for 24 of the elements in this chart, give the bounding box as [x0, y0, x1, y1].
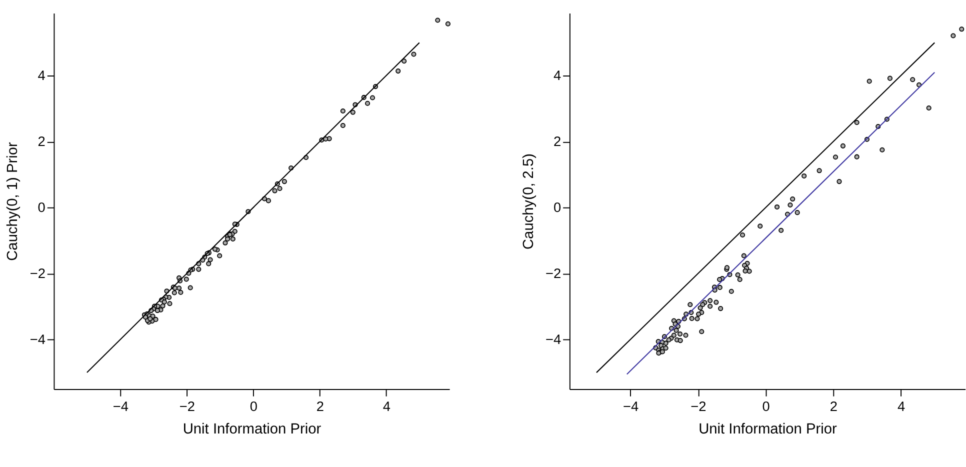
y-tick-label: −4: [546, 332, 562, 347]
x-tick-label: −4: [623, 399, 639, 414]
x-tick-label: 0: [762, 399, 770, 414]
y-tick-label: 4: [38, 68, 46, 84]
x-axis-title: Unit Information Prior: [698, 421, 838, 438]
x-tick-label: −2: [690, 399, 706, 414]
x-tick-label: −4: [112, 399, 129, 414]
y-tick-label: −4: [30, 332, 46, 347]
x-tick-label: 2: [830, 399, 838, 414]
y-tick-label: −2: [30, 266, 46, 281]
y-tick-label: −2: [546, 266, 562, 281]
x-tick-label: −2: [179, 399, 195, 414]
y-tick-label: 2: [554, 134, 562, 150]
x-tick-label: 2: [316, 399, 324, 414]
y-tick-label: 4: [554, 68, 562, 84]
y-axis-title: Cauchy(0, 2.5): [520, 153, 537, 250]
y-tick-label: 2: [38, 134, 46, 150]
x-axis-title: Unit Information Prior: [182, 421, 322, 438]
y-axis-title: Cauchy(0, 1) Prior: [5, 142, 22, 261]
y-tick-label: 0: [38, 200, 46, 216]
y-tick-label: 0: [554, 200, 562, 216]
x-tick-label: 4: [382, 399, 391, 414]
x-tick-label: 0: [250, 399, 258, 414]
x-tick-label: 4: [897, 399, 906, 414]
